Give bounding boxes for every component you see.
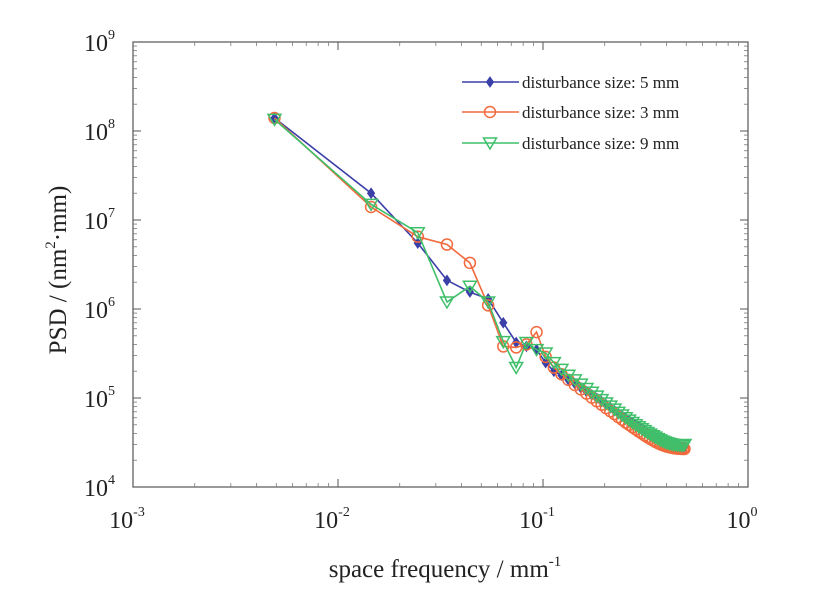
data-point [363, 198, 379, 212]
x-tick-label: 10-2 [314, 505, 350, 534]
data-point [266, 113, 283, 127]
y-tick-label: 106 [84, 295, 115, 324]
data-point [530, 325, 543, 339]
data-point [483, 105, 497, 119]
data-point [573, 378, 589, 392]
data-point [268, 111, 281, 125]
data-point [537, 347, 554, 361]
data-point [440, 238, 454, 251]
x-tick-label: 10-1 [519, 505, 555, 534]
data-point [482, 137, 498, 151]
data-point [546, 356, 562, 371]
y-axis-label-sup: 2 [43, 241, 59, 249]
data-point [560, 369, 577, 383]
x-axis-label-text: space frequency / mm [329, 556, 550, 583]
x-axis-label: space frequency / mm-1 [329, 554, 562, 583]
series-line [273, 118, 685, 447]
data-point [588, 390, 605, 404]
y-tick-label: 105 [84, 384, 115, 413]
legend-entry: disturbance size: 3 mm [462, 103, 679, 122]
ticks-layer: 10-3 10-2 10-1 100 104 105 106 107 108 109 [84, 28, 758, 534]
legend-entry: disturbance size: 5 mm [462, 73, 679, 92]
series-line [273, 117, 685, 450]
data-point [439, 296, 455, 310]
y-axis-label-pre: PSD / (nm [45, 248, 72, 354]
data-point [481, 299, 495, 312]
series-layer [266, 111, 693, 456]
y-tick-label: 109 [84, 28, 115, 57]
data-point [462, 280, 478, 294]
y-tick-label: 104 [84, 473, 115, 502]
series-triangle-down [266, 113, 693, 453]
y-axis-label-post: ·mm) [45, 186, 72, 242]
data-point [463, 256, 477, 270]
legend-label: disturbance size: 5 mm [522, 73, 679, 92]
x-axis-label-sup: -1 [549, 554, 562, 570]
data-point [495, 335, 512, 350]
data-point [518, 336, 535, 351]
legend-label: disturbance size: 9 mm [522, 134, 679, 153]
data-point [578, 382, 595, 396]
data-point [366, 187, 376, 200]
series-diamond [270, 112, 689, 454]
data-point [621, 414, 637, 428]
data-point [411, 230, 425, 243]
series-line [274, 117, 685, 449]
data-point [442, 274, 452, 287]
y-tick-label: 107 [84, 206, 115, 235]
data-point [593, 393, 610, 408]
data-point [583, 386, 600, 400]
data-point [480, 296, 496, 310]
y-tick-label: 108 [84, 117, 115, 146]
plot-frame [132, 41, 749, 488]
x-tick-label: 10-3 [109, 505, 145, 534]
y-axis-label: PSD / (nm2·mm) [43, 186, 72, 355]
data-point [567, 374, 583, 388]
data-point [508, 361, 525, 375]
legend-label: disturbance size: 3 mm [522, 103, 679, 122]
data-point [676, 438, 693, 453]
data-point [485, 76, 495, 88]
x-tick-label: 100 [727, 505, 758, 534]
legend: disturbance size: 5 mm disturbance size: … [462, 73, 679, 153]
legend-entry: disturbance size: 9 mm [462, 134, 679, 153]
data-point [409, 226, 426, 241]
data-point [499, 316, 508, 329]
